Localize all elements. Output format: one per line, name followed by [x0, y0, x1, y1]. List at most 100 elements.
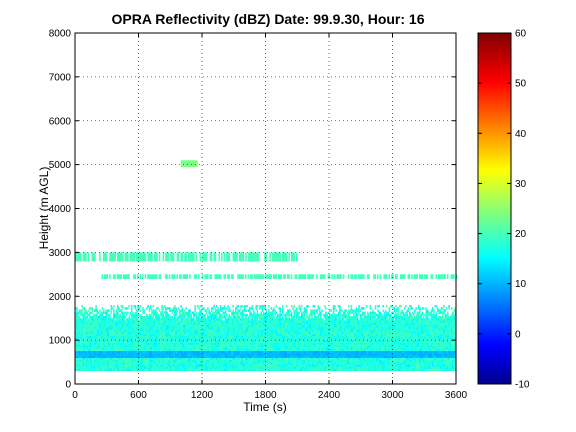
heatmap-cell	[130, 364, 133, 367]
heatmap-cell	[86, 333, 88, 337]
heatmap-cell	[274, 329, 276, 332]
heatmap-cell	[142, 318, 144, 321]
heatmap-cell	[133, 320, 135, 323]
heatmap-cell	[195, 357, 198, 361]
heatmap-cell	[210, 329, 213, 332]
heatmap-cell	[283, 344, 285, 347]
heatmap-cell	[161, 368, 163, 372]
heatmap-cell	[288, 315, 290, 319]
heatmap-cell	[134, 364, 137, 367]
heatmap-cell	[114, 344, 116, 347]
heatmap-cell	[236, 348, 238, 352]
heatmap-cell	[162, 342, 165, 345]
heatmap-cell	[176, 346, 179, 350]
heatmap-cell	[175, 335, 177, 339]
heatmap-cell	[293, 311, 296, 315]
heatmap-cell	[151, 311, 153, 315]
heatmap-cell	[303, 357, 306, 361]
heatmap-cell	[77, 342, 80, 345]
heatmap-cell	[223, 364, 226, 367]
heatmap-cell	[251, 326, 254, 330]
heatmap-cell	[156, 348, 158, 352]
heatmap-cell	[127, 333, 129, 337]
heatmap-cell	[168, 342, 171, 345]
heatmap-cell	[304, 311, 307, 315]
heatmap-cell	[218, 309, 221, 312]
heatmap-cell	[202, 313, 204, 317]
heatmap-cell	[181, 331, 184, 334]
heatmap-cell	[284, 324, 287, 328]
heatmap-cell	[273, 322, 275, 326]
heatmap-cell	[199, 348, 202, 352]
heatmap-cell	[188, 362, 190, 365]
heatmap-cell	[196, 324, 199, 328]
heatmap-cell	[214, 366, 217, 369]
heatmap-cell	[174, 311, 176, 315]
heatmap-cell	[262, 364, 265, 367]
heatmap-cell	[80, 337, 82, 341]
heatmap-cell	[278, 348, 280, 352]
heatmap-cell	[113, 348, 115, 352]
heatmap-cell	[214, 346, 217, 350]
heatmap-cell	[165, 342, 167, 345]
heatmap-cell	[240, 322, 242, 326]
heatmap-cell	[254, 318, 256, 321]
heatmap-cell	[293, 368, 296, 372]
heatmap-cell	[75, 335, 77, 339]
heatmap-cell	[111, 359, 114, 363]
heatmap-cell	[232, 320, 235, 323]
heatmap-cell	[149, 315, 152, 319]
heatmap-cell	[151, 333, 153, 337]
heatmap-cell	[270, 357, 273, 361]
heatmap-cell	[227, 335, 229, 339]
heatmap-cell	[299, 318, 302, 321]
heatmap-cell	[236, 364, 238, 367]
heatmap-cell	[228, 324, 231, 328]
heatmap-cell	[203, 342, 205, 345]
heatmap-cell	[162, 326, 165, 330]
heatmap-cell	[279, 359, 282, 363]
heatmap-cell	[282, 307, 284, 310]
heatmap-cell	[224, 344, 227, 347]
heatmap-cell	[215, 344, 218, 347]
heatmap-cell	[208, 322, 210, 326]
heatmap-cell	[151, 335, 153, 339]
heatmap-cell	[251, 359, 254, 363]
heatmap-cell	[170, 346, 172, 350]
heatmap-cell	[99, 333, 101, 337]
heatmap-cell	[75, 331, 77, 334]
heatmap-cell	[185, 362, 188, 365]
heatmap-cell	[265, 344, 268, 347]
heatmap-cell	[205, 331, 208, 334]
heatmap-cell	[219, 364, 222, 367]
heatmap-cell	[128, 366, 130, 369]
heatmap-cell	[121, 337, 124, 341]
heatmap-cell	[87, 337, 90, 341]
heatmap-cell	[273, 335, 275, 339]
heatmap-cell	[242, 318, 245, 321]
heatmap-cell	[257, 315, 260, 319]
heatmap-cell	[289, 359, 292, 363]
heatmap-cell	[214, 322, 217, 326]
heatmap-cell	[114, 368, 116, 372]
heatmap-cell	[236, 342, 238, 345]
heatmap-cell	[162, 335, 165, 339]
heatmap-cell	[180, 359, 182, 363]
heatmap-cell	[208, 364, 210, 367]
heatmap-cell	[274, 311, 276, 315]
heatmap-cell	[275, 333, 278, 337]
heatmap-cell	[209, 320, 212, 323]
heatmap-cell	[179, 335, 181, 339]
heatmap-cell	[167, 342, 170, 345]
heatmap-cell	[245, 357, 247, 361]
heatmap-cell	[251, 335, 254, 339]
heatmap-cell	[226, 318, 228, 321]
heatmap-cell	[196, 322, 199, 326]
heatmap-cell	[100, 324, 102, 328]
heatmap-cell	[78, 337, 81, 341]
heatmap-cell	[247, 331, 250, 334]
heatmap-cell	[106, 366, 109, 369]
heatmap-cell	[186, 340, 189, 343]
heatmap-cell	[97, 364, 100, 367]
heatmap-cell	[110, 346, 113, 350]
